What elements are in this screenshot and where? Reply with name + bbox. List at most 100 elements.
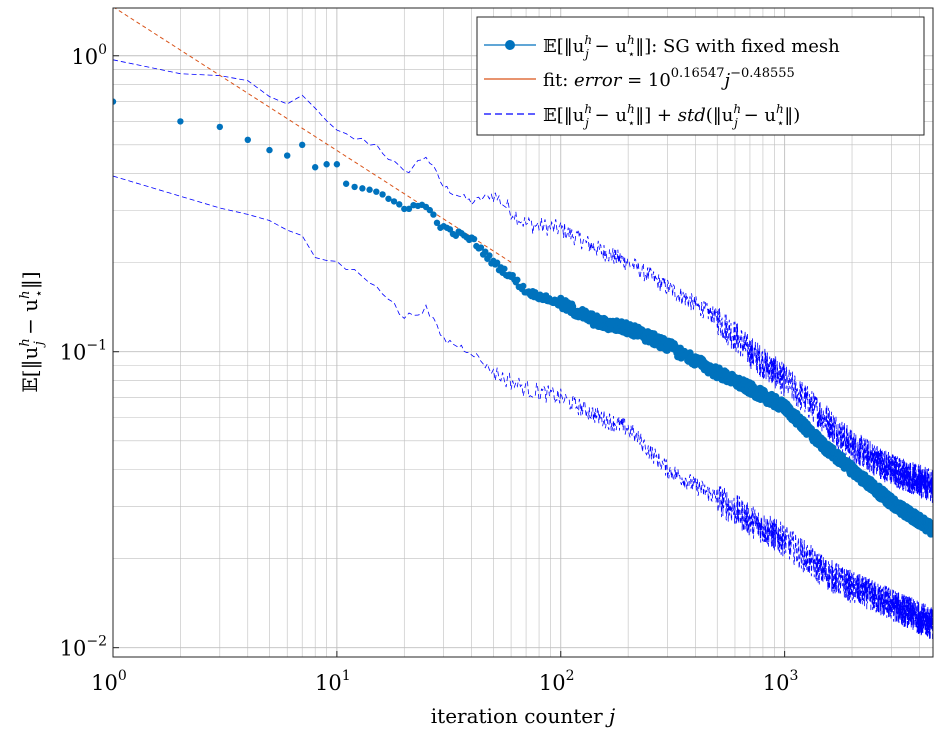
y-tick-base: 10 bbox=[71, 45, 98, 69]
fit-line bbox=[113, 8, 512, 263]
mean-marker bbox=[520, 282, 527, 290]
mean-marker bbox=[433, 219, 441, 227]
legend-fit-exp1: 0.16547 bbox=[671, 66, 725, 81]
legend-std-p3: (‖u bbox=[706, 105, 734, 126]
mean-marker bbox=[373, 188, 380, 195]
y-tick-base: 10 bbox=[60, 341, 87, 365]
std-lower-band-line bbox=[113, 175, 933, 641]
mean-marker bbox=[477, 244, 485, 251]
mean-marker bbox=[430, 211, 437, 218]
x-axis-label: iteration counter j bbox=[431, 704, 615, 728]
legend-std-word: std bbox=[678, 105, 706, 126]
y-tick-exp: 0 bbox=[98, 42, 107, 58]
mean-marker bbox=[311, 164, 319, 171]
mean-marker bbox=[446, 226, 454, 233]
legend-std-sub4: ⋆ bbox=[777, 116, 785, 130]
legend-mean-sup1: h bbox=[584, 33, 592, 47]
mean-marker bbox=[929, 526, 933, 534]
x-tick-base: 10 bbox=[763, 671, 790, 695]
mean-marker bbox=[299, 141, 306, 149]
legend-std-sup3: h bbox=[733, 102, 741, 116]
mean-marker bbox=[284, 152, 291, 159]
legend-std-sup4: h bbox=[776, 102, 784, 116]
x-tick-exp: 3 bbox=[790, 668, 799, 684]
mean-marker bbox=[379, 191, 386, 198]
mean-marker bbox=[351, 183, 358, 191]
x-tick-label: 101 bbox=[315, 668, 351, 695]
legend-entry-std: 𝔼[‖uh j − uh ⋆‖] + std(‖uh j − uh ⋆‖) bbox=[484, 102, 800, 130]
legend-std-mid2: − u bbox=[738, 105, 776, 126]
mean-marker bbox=[486, 252, 493, 259]
x-tick-exp: 0 bbox=[118, 668, 127, 684]
y-label-mid: − u bbox=[18, 299, 42, 341]
std-upper-band-path bbox=[113, 59, 933, 503]
legend-entry-fit: fit: error = 100.16547j−0.48555 bbox=[484, 66, 795, 91]
y-axis-label: 𝔼[‖uhj − uh⋆‖] bbox=[18, 271, 47, 392]
x-tick-label: 102 bbox=[539, 668, 575, 695]
y-label-sub2: ⋆ bbox=[32, 289, 47, 297]
legend-fit-j: j bbox=[721, 70, 731, 91]
mean-marker bbox=[323, 161, 330, 168]
legend-mean-mid: − u bbox=[589, 36, 627, 57]
legend-std-mid1: − u bbox=[589, 105, 627, 126]
x-tick-exp: 2 bbox=[566, 668, 575, 684]
mean-marker bbox=[385, 195, 392, 202]
x-axis-label-prefix: iteration counter bbox=[431, 704, 609, 728]
mean-marker bbox=[493, 259, 501, 266]
legend-mean-sup2: h bbox=[627, 33, 635, 47]
legend-fit-label: fit: error = 100.16547j−0.48555 bbox=[543, 66, 795, 91]
mean-marker bbox=[266, 146, 273, 154]
legend-std-sub1: j bbox=[582, 116, 589, 130]
y-tick-base: 10 bbox=[60, 637, 87, 661]
legend-fit-mid: = 10 bbox=[621, 70, 670, 91]
legend-mean-p1: 𝔼[‖u bbox=[543, 36, 584, 57]
mean-marker bbox=[514, 276, 521, 284]
x-tick-label: 100 bbox=[91, 668, 127, 695]
std-upper-band-line bbox=[113, 59, 933, 503]
legend-std-sup2: h bbox=[627, 102, 635, 116]
mean-marker bbox=[216, 123, 224, 131]
x-axis-label-var: j bbox=[605, 704, 615, 728]
legend-fit-p1: fit: bbox=[543, 70, 574, 91]
legend-mean-sub1: j bbox=[582, 47, 589, 61]
y-label-end: ‖] bbox=[18, 271, 43, 289]
legend-mean-sub2: ⋆ bbox=[628, 47, 636, 61]
legend-fit-word: error bbox=[574, 70, 623, 91]
mean-marker bbox=[342, 180, 350, 187]
y-label-sub1: j bbox=[32, 341, 47, 348]
legend: 𝔼[‖uh j − uh ⋆‖]: SG with fixed mesh fit: … bbox=[476, 16, 925, 136]
mean-marker bbox=[359, 185, 366, 192]
y-tick-exp: −1 bbox=[86, 338, 107, 354]
legend-std-p4: ‖) bbox=[784, 105, 800, 126]
legend-std-sup1: h bbox=[584, 102, 592, 116]
x-tick-exp: 1 bbox=[342, 668, 351, 684]
y-tick-label: 10−2 bbox=[60, 634, 107, 661]
mean-marker bbox=[113, 98, 117, 105]
mean-marker bbox=[177, 118, 184, 125]
legend-std-sub3: j bbox=[731, 116, 738, 130]
mean-marker bbox=[482, 248, 489, 255]
mean-marker bbox=[396, 201, 403, 208]
mean-marker bbox=[333, 161, 341, 168]
legend-fit-exp2: −0.48555 bbox=[730, 66, 795, 81]
mean-marker bbox=[470, 235, 478, 243]
mean-marker bbox=[405, 205, 413, 213]
legend-std-label: 𝔼[‖uh j − uh ⋆‖] + std(‖uh j − uh ⋆‖) bbox=[543, 102, 800, 130]
x-axis-ticks: 100 101 102 103 bbox=[91, 651, 798, 695]
y-label-sup2: h bbox=[18, 290, 33, 298]
mean-marker bbox=[244, 136, 251, 144]
y-tick-label: 10−1 bbox=[60, 338, 107, 365]
legend-std-sub2: ⋆ bbox=[628, 116, 636, 130]
fit-path bbox=[113, 8, 512, 263]
legend-std-p1: 𝔼[‖u bbox=[543, 105, 584, 126]
mean-marker bbox=[401, 205, 408, 213]
mean-marker bbox=[426, 206, 433, 214]
legend-std-p2: ‖] + bbox=[635, 105, 678, 126]
x-tick-base: 10 bbox=[91, 671, 118, 695]
std-lower-band-path bbox=[113, 175, 933, 641]
y-label-part1: 𝔼[‖u bbox=[18, 346, 43, 392]
mean-error-markers bbox=[113, 98, 933, 538]
legend-box bbox=[476, 16, 925, 136]
